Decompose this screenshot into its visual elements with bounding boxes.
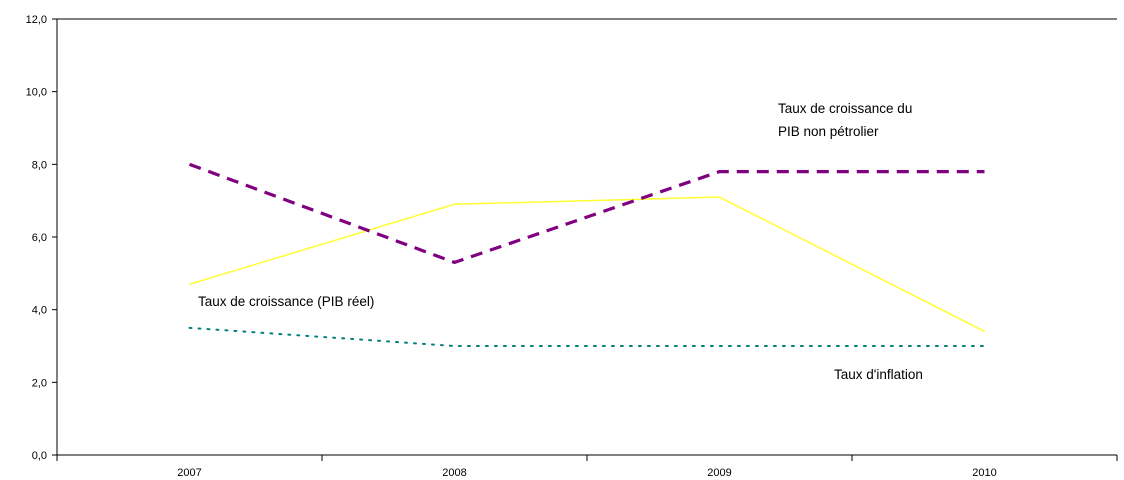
x-tick-label: 2007 bbox=[177, 467, 201, 479]
series-line-pib-reel bbox=[189, 196, 985, 333]
y-tick-label: 8,0 bbox=[32, 159, 47, 171]
y-axis: 0,0 2,0 4,0 6,0 8,0 10,0 12,0 bbox=[26, 14, 1117, 462]
x-tick-label: 2009 bbox=[707, 467, 731, 479]
series-line-pib-non-petrolier bbox=[188, 162, 985, 265]
annotation-pib-reel: Taux de croissance (PIB réel) bbox=[198, 294, 374, 309]
y-tick-label: 2,0 bbox=[32, 377, 47, 389]
x-tick-label: 2010 bbox=[972, 467, 996, 479]
series-layer bbox=[188, 162, 986, 347]
y-tick-label: 6,0 bbox=[32, 232, 47, 244]
annotations: Taux de croissance du PIB non pétrolier … bbox=[198, 101, 923, 382]
y-tick-label: 0,0 bbox=[32, 450, 47, 462]
y-tick-label: 10,0 bbox=[26, 87, 47, 99]
y-tick-label: 12,0 bbox=[26, 14, 47, 26]
annotation-inflation: Taux d'inflation bbox=[834, 367, 923, 382]
annotation-pib-non-petrolier-line1: Taux de croissance du bbox=[778, 101, 912, 116]
x-tick-label: 2008 bbox=[442, 467, 466, 479]
annotation-pib-non-petrolier-line2: PIB non pétrolier bbox=[778, 124, 879, 139]
y-tick-label: 4,0 bbox=[32, 305, 47, 317]
series-line-inflation bbox=[188, 326, 986, 347]
x-axis: 2007 2008 2009 2010 bbox=[56, 454, 1118, 479]
